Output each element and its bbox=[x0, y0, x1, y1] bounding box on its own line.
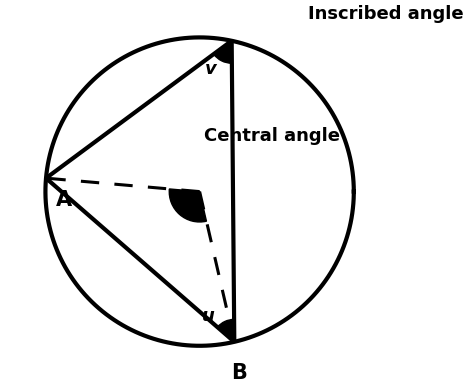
Text: Central angle: Central angle bbox=[204, 126, 340, 144]
Text: u: u bbox=[202, 307, 215, 325]
Wedge shape bbox=[169, 189, 207, 222]
Wedge shape bbox=[214, 41, 232, 63]
Text: B: B bbox=[231, 363, 247, 383]
Text: Inscribed angle: Inscribed angle bbox=[308, 5, 464, 23]
Text: v: v bbox=[205, 60, 217, 78]
Wedge shape bbox=[218, 319, 234, 342]
Text: A: A bbox=[56, 190, 73, 210]
